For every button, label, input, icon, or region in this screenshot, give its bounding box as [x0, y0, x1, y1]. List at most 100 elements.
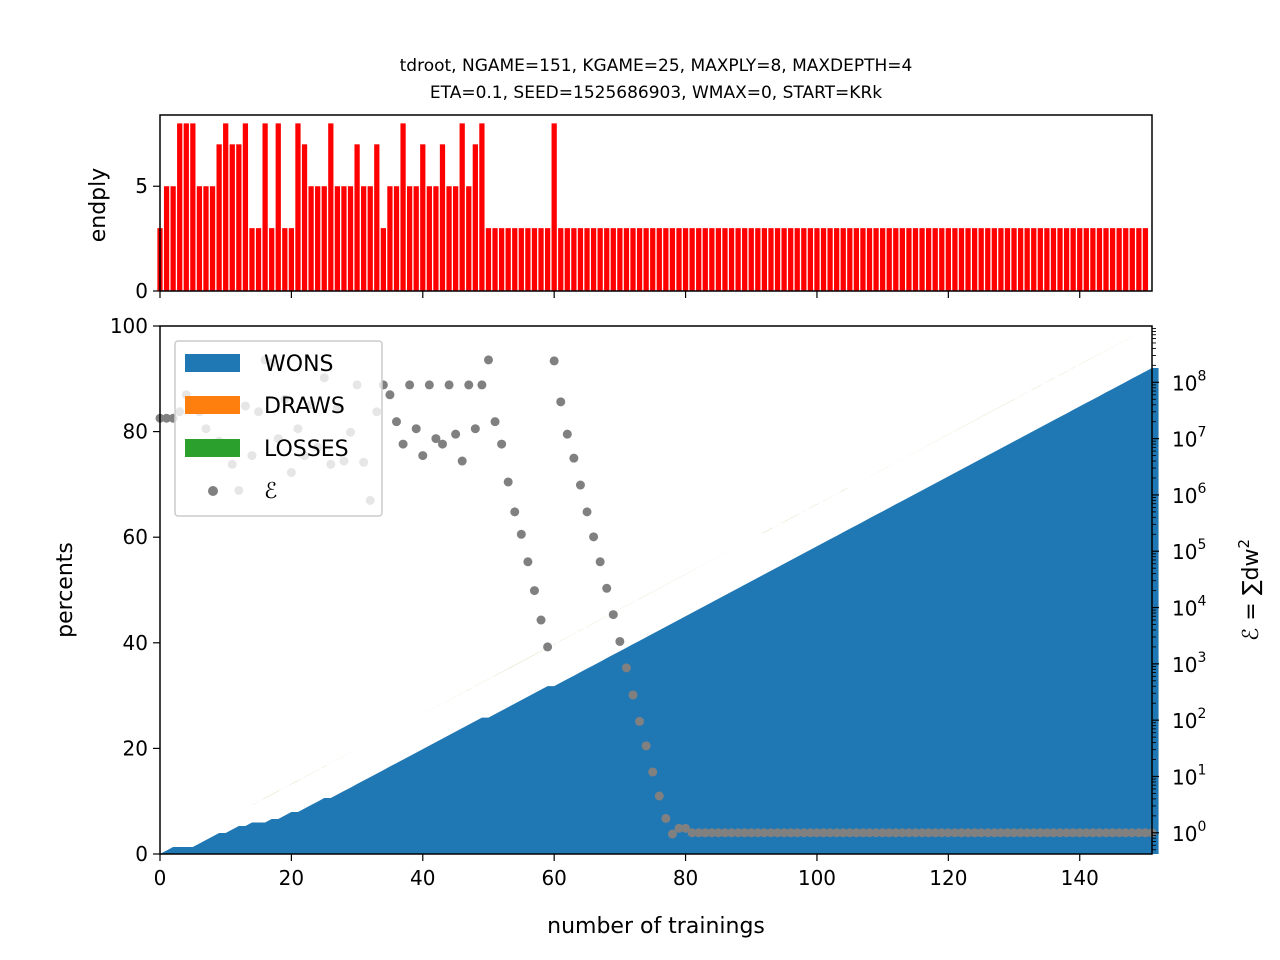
endply-bar — [912, 228, 919, 291]
legend-box — [174, 340, 383, 517]
error-dot — [431, 434, 441, 444]
error-dot — [773, 828, 783, 838]
endply-bar — [932, 228, 938, 291]
error-y2-tick-label: 106 — [1172, 481, 1206, 508]
endply-bar — [998, 228, 1004, 291]
error-dot — [405, 380, 415, 390]
endply-bar — [709, 228, 715, 291]
endply-bar — [728, 228, 735, 291]
error-dot — [1009, 828, 1019, 838]
endply-bar — [315, 186, 321, 291]
endply-bar — [531, 228, 538, 291]
error-dot — [884, 828, 894, 838]
error-dot — [1016, 828, 1026, 838]
error-dot — [983, 828, 993, 838]
error-dot — [582, 507, 592, 517]
endply-bar — [328, 123, 334, 291]
endply-bar — [722, 228, 728, 291]
error-dot — [470, 424, 480, 434]
endply-axes-frame — [159, 114, 1153, 292]
error-dot — [529, 586, 539, 596]
error-dot — [451, 429, 461, 439]
endply-bar — [742, 228, 748, 291]
endply-bar — [768, 228, 774, 291]
error-dot — [713, 828, 723, 838]
endply-bar — [255, 228, 262, 291]
error-dot — [1035, 828, 1045, 838]
endply-y-ticks: 05 — [135, 174, 160, 303]
endply-bar — [380, 228, 386, 291]
endply-bar — [308, 186, 314, 291]
training-x-tick-label: 60 — [541, 866, 566, 890]
endply-bar — [512, 228, 518, 291]
endply-bar — [498, 228, 505, 291]
error-dot — [398, 439, 408, 449]
error-dot — [1140, 828, 1150, 838]
error-dot — [602, 583, 612, 593]
endply-bar — [446, 186, 452, 291]
endply-bar — [479, 123, 485, 291]
endply-bar — [669, 228, 676, 291]
error-y2-tick-label: 101 — [1172, 762, 1206, 789]
endply-bar — [1011, 228, 1017, 291]
error-dot — [1022, 828, 1032, 838]
endply-bar — [1083, 228, 1089, 291]
error-dot — [1075, 828, 1085, 838]
endply-bar — [985, 228, 991, 291]
endply-bar — [610, 228, 616, 291]
error-dot — [503, 477, 513, 487]
error-dot — [845, 828, 855, 838]
error-dot — [457, 456, 467, 466]
endply-bar — [407, 186, 413, 291]
endply-bar — [269, 228, 275, 291]
endply-bar — [163, 186, 170, 291]
endply-bar — [538, 228, 544, 291]
endply-bar — [466, 186, 472, 291]
error-dot — [1002, 828, 1012, 838]
error-dot — [976, 828, 986, 838]
error-dot — [162, 413, 172, 423]
training-x-label: number of trainings — [547, 914, 765, 939]
error-dot — [608, 610, 618, 620]
error-dot — [569, 453, 579, 463]
endply-bar — [623, 228, 630, 291]
error-dot — [464, 380, 474, 390]
error-dot — [385, 390, 395, 400]
error-dot — [746, 828, 756, 838]
error-dot — [628, 690, 638, 700]
endply-bar — [873, 228, 879, 291]
endply-bar — [1123, 228, 1129, 291]
endply-bar — [991, 228, 997, 291]
error-dot — [694, 828, 704, 838]
endply-bar — [551, 123, 557, 291]
error-dot — [444, 380, 454, 390]
legend-label-losses: LOSSES — [264, 437, 349, 462]
error-dot — [799, 828, 809, 838]
error-dot — [733, 828, 743, 838]
endply-bar — [367, 186, 373, 291]
error-dot — [996, 828, 1006, 838]
endply-bar — [170, 186, 176, 291]
error-dot — [989, 828, 999, 838]
endply-bar — [636, 228, 643, 291]
error-dot — [759, 828, 769, 838]
error-dot — [477, 380, 487, 390]
area-losses — [160, 329, 1146, 855]
endply-bar — [650, 228, 656, 291]
endply-bar — [1004, 228, 1011, 291]
error-dot — [424, 380, 434, 390]
error-dot — [891, 828, 901, 838]
error-dot — [897, 828, 907, 838]
endply-bar — [590, 228, 597, 291]
endply-bar — [788, 228, 794, 291]
endply-bar — [866, 228, 873, 291]
error-dot — [838, 828, 848, 838]
endply-bar — [301, 144, 308, 291]
error-dot — [792, 828, 802, 838]
endply-bar — [755, 228, 761, 291]
endply-bar — [584, 228, 590, 291]
endply-bar — [1096, 228, 1103, 291]
legend-swatch-draws — [185, 396, 240, 414]
endply-bar — [1031, 228, 1037, 291]
